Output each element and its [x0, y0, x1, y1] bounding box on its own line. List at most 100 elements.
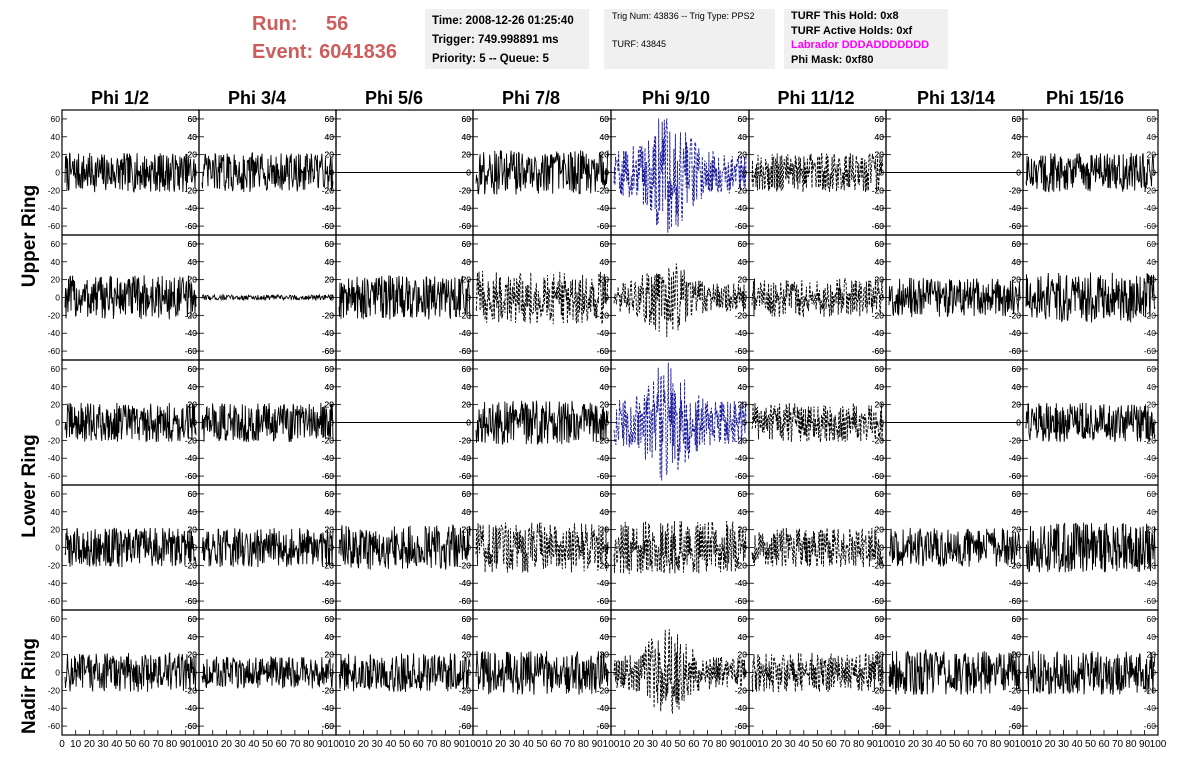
y-tick-label: 20 — [462, 150, 472, 160]
y-tick-label: 60 — [1012, 239, 1022, 249]
y-tick-label: 20 — [188, 525, 198, 535]
y-tick-label: -60 — [1144, 346, 1157, 356]
y-tick-label: -40 — [48, 328, 61, 338]
y-tick-label: 60 — [738, 114, 748, 124]
x-tick-label: 80 — [1125, 739, 1137, 750]
panel-r2-c6: 60 60 40 40 20 20 0 0 -20 -20 -40 -40 -60 -60 — [735, 234, 887, 361]
y-tick-label: 0 — [604, 168, 609, 178]
y-tick-label: 0 — [192, 543, 197, 553]
panel-r2-c4: 60 60 40 40 20 20 0 0 -20 -20 -40 -40 -60 -60 — [459, 234, 612, 361]
y-tick-label: -60 — [322, 221, 335, 231]
y-tick-label: -60 — [597, 721, 610, 731]
y-tick-label: -40 — [1009, 203, 1022, 213]
y-tick-label: 60 — [325, 364, 335, 374]
x-tick-label: 10 — [344, 739, 356, 750]
y-tick-label: -20 — [48, 435, 61, 445]
waveform-trace — [201, 655, 334, 690]
y-tick-label: 0 — [329, 668, 334, 678]
y-tick-label: 0 — [192, 293, 197, 303]
y-tick-label: 40 — [738, 632, 748, 642]
y-tick-label: -40 — [185, 703, 198, 713]
y-tick-label: -60 — [1144, 721, 1157, 731]
y-tick-label: 20 — [738, 525, 748, 535]
y-tick-label: 20 — [738, 400, 748, 410]
y-tick-label: -40 — [322, 578, 335, 588]
y-tick-label: -20 — [597, 435, 610, 445]
y-tick-label: -60 — [1009, 596, 1022, 606]
y-tick-label: 40 — [875, 507, 885, 517]
y-tick-label: 40 — [51, 632, 61, 642]
y-tick-label: -60 — [872, 221, 885, 231]
y-tick-label: -20 — [597, 560, 610, 570]
y-tick-label: -60 — [872, 221, 885, 231]
y-tick-label: 20 — [1012, 525, 1022, 535]
waveform-trace — [613, 263, 747, 338]
x-tick-label: 90 — [180, 739, 192, 750]
waveform-trace — [201, 402, 334, 443]
x-tick-label: 80 — [578, 739, 590, 750]
y-tick-label: 20 — [188, 400, 198, 410]
y-tick-label: -60 — [185, 471, 198, 481]
y-tick-label: 40 — [1147, 382, 1157, 392]
y-tick-label: 20 — [462, 275, 472, 285]
y-tick-label: 40 — [188, 132, 198, 142]
y-tick-label: 60 — [188, 114, 198, 124]
y-tick-label: -60 — [459, 721, 472, 731]
y-tick-label: 0 — [466, 543, 471, 553]
y-tick-label: 60 — [462, 114, 472, 124]
y-tick-label: -60 — [322, 471, 335, 481]
waveform-trace — [751, 153, 884, 193]
y-tick-label: 0 — [604, 168, 609, 178]
y-tick-label: 20 — [600, 400, 610, 410]
y-tick-label: 0 — [55, 168, 60, 178]
y-tick-label: 20 — [325, 650, 335, 660]
y-tick-label: -60 — [48, 346, 61, 356]
y-tick-label: 60 — [600, 239, 610, 249]
phi-header-1: Phi 1/2 — [90, 88, 150, 108]
y-tick-label: -20 — [48, 560, 61, 570]
x-tick-label: 90 — [317, 739, 329, 750]
y-tick-label: -20 — [1009, 310, 1022, 320]
y-tick-label: 20 — [188, 150, 198, 160]
run-number: 56 — [326, 13, 349, 35]
y-tick-label: 20 — [462, 400, 472, 410]
y-tick-label: -20 — [872, 560, 885, 570]
trig-num-text: Trig Num: 43836 -- Trig Type: PPS2 — [612, 11, 755, 21]
y-tick-label: -20 — [185, 310, 198, 320]
x-tick-label: 20 — [633, 739, 645, 750]
y-tick-label: -40 — [459, 328, 472, 338]
panel-r2-c7: 60 60 40 40 20 20 0 0 -20 -20 -40 -40 -60 -60 — [872, 234, 1024, 361]
y-tick-label: 60 — [738, 614, 748, 624]
y-tick-label: 40 — [188, 632, 198, 642]
y-tick-label: -60 — [459, 221, 472, 231]
y-tick-label: 0 — [742, 293, 747, 303]
y-tick-label: -20 — [48, 310, 61, 320]
panel-r1-c2: 60 60 40 40 20 20 0 0 -20 -20 -40 -40 -60 -60 — [185, 109, 337, 236]
y-tick-label: 60 — [875, 489, 885, 499]
y-tick-label: 40 — [1012, 257, 1022, 267]
y-tick-label: -40 — [735, 328, 748, 338]
y-tick-label: -20 — [735, 185, 748, 195]
y-tick-label: -20 — [185, 435, 198, 445]
y-tick-label: 60 — [325, 364, 335, 374]
y-tick-label: -40 — [872, 578, 885, 588]
waveform-trace — [64, 152, 197, 194]
y-tick-label: -40 — [185, 578, 198, 588]
x-tick-label: 50 — [536, 739, 548, 750]
y-tick-label: 60 — [600, 114, 610, 124]
panel-r5-c4: 60 60 40 40 20 20 0 0 -20 -20 -40 -40 -60 -60 — [459, 609, 612, 736]
y-tick-label: 0 — [1016, 668, 1021, 678]
y-tick-label: -40 — [872, 328, 885, 338]
y-tick-label: 20 — [1012, 400, 1022, 410]
y-tick-label: 60 — [1012, 364, 1022, 374]
y-tick-label: 20 — [1147, 650, 1157, 660]
waveform-trace — [888, 277, 1021, 318]
y-tick-label: -40 — [872, 203, 885, 213]
y-tick-label: 60 — [51, 489, 61, 499]
x-tick-label: 100 — [741, 739, 758, 750]
phi-header-5: Phi 9/10 — [641, 88, 711, 108]
y-tick-label: 60 — [1012, 489, 1022, 499]
y-tick-label: -20 — [597, 685, 610, 695]
y-tick-label: 20 — [51, 400, 61, 410]
phi-mask-text: Phi Mask: 0xf80 — [791, 53, 874, 66]
